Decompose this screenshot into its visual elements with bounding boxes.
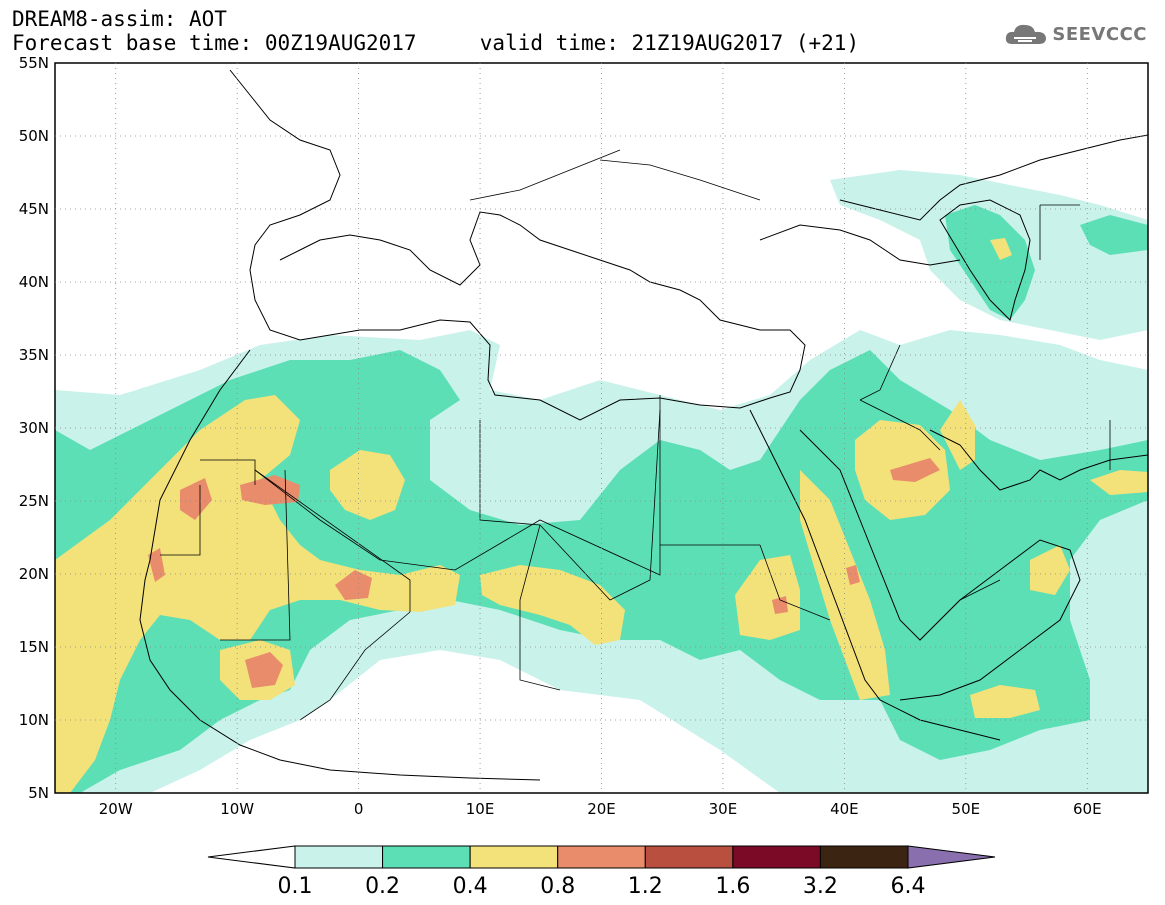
lon-tick-label: 10W [220, 800, 254, 818]
lat-tick-label: 55N [19, 54, 49, 72]
lon-tick-label: 40E [830, 800, 859, 818]
colorbar-label: 0.1 [278, 874, 313, 899]
lon-tick-label: 20E [587, 800, 616, 818]
colorbar-swatch [382, 845, 471, 869]
lat-tick-label: 25N [19, 492, 49, 510]
lat-tick-label: 45N [19, 200, 49, 218]
lon-tick-label: 10E [466, 800, 495, 818]
lon-tick-label: 30E [709, 800, 738, 818]
lat-tick-label: 20N [19, 565, 49, 583]
colorbar-high-arrow [907, 845, 996, 869]
lat-tick-label: 15N [19, 638, 49, 656]
colorbar-low-arrow [207, 845, 296, 869]
colorbar-label: 3.2 [803, 874, 838, 899]
lon-tick-label: 0 [354, 800, 364, 818]
longitude-labels: 20W 10W 0 10E 20E 30E 40E 50E 60E [99, 800, 1102, 818]
colorbar-swatch [294, 845, 384, 869]
lat-tick-label: 40N [19, 273, 49, 291]
seevccc-logo: SEEVCCC [1004, 22, 1147, 46]
lon-tick-label: 50E [952, 800, 981, 818]
forecast-time-info: Forecast base time: 00Z19AUG2017 valid t… [12, 31, 860, 55]
colorbar-swatch [644, 845, 734, 869]
colorbar-swatch [469, 845, 559, 869]
colorbar-swatch [557, 845, 646, 869]
coastlines [139, 69, 1148, 781]
colorbar-label: 1.6 [715, 874, 750, 899]
colorbar-label: 6.4 [891, 874, 926, 899]
colorbar-label: 1.2 [628, 874, 663, 899]
cloud-icon [1006, 24, 1047, 44]
colorbar-label: 0.2 [365, 874, 400, 899]
colorbar-swatch [732, 845, 821, 869]
lat-tick-label: 5N [28, 784, 49, 802]
lon-tick-label: 60E [1073, 800, 1102, 818]
colorbar-label: 0.4 [453, 874, 488, 899]
lat-tick-label: 10N [19, 711, 49, 729]
logo-text: SEEVCCC [1052, 23, 1147, 45]
lat-tick-label: 30N [19, 419, 49, 437]
colorbar-swatch [819, 845, 909, 869]
lat-tick-label: 35N [19, 346, 49, 364]
latitude-labels: 5N 10N 15N 20N 25N 30N 35N 40N 45N 50N 55N [19, 54, 49, 802]
chart-title: DREAM8-assim: AOT [12, 7, 227, 31]
graticule [55, 63, 1148, 793]
colorbar: 0.1 0.2 0.4 0.8 1.2 1.6 3.2 6.4 [207, 845, 996, 899]
colorbar-label: 0.8 [540, 874, 575, 899]
borders [160, 149, 1111, 721]
lon-tick-label: 20W [99, 800, 133, 818]
lat-tick-label: 50N [19, 127, 49, 145]
